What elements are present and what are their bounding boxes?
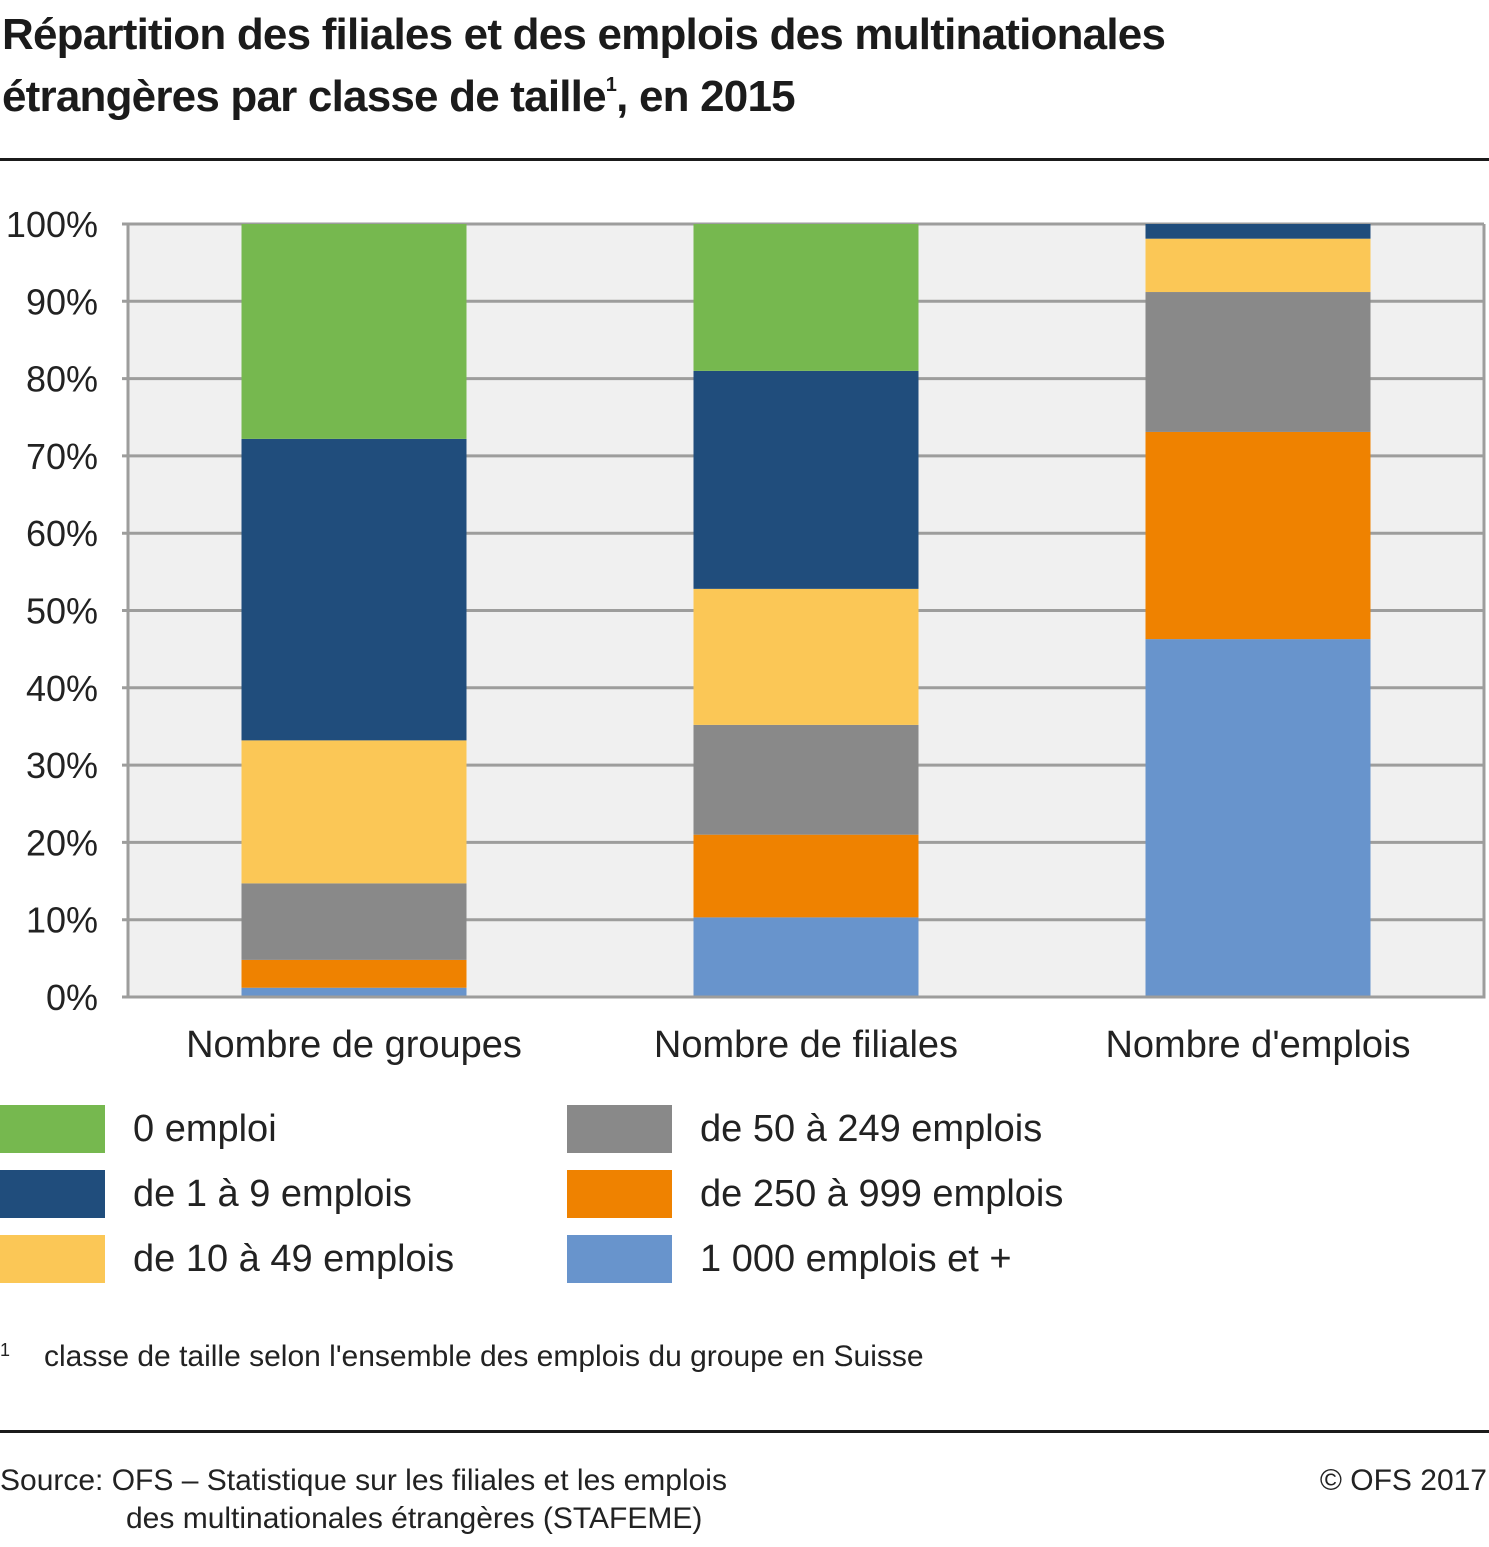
stacked-bar-chart: 0% 10% 20% 30% 40% 50% 60% 70% 80% 90% 100% Nombre… — [6, 204, 1486, 1066]
bar-segment — [1145, 292, 1371, 432]
legend-item: de 10 à 49 emplois — [0, 1235, 454, 1283]
legend-swatch — [567, 1235, 672, 1283]
axes — [122, 224, 1486, 999]
bar-segment — [241, 883, 467, 960]
bar-segment — [1145, 224, 1371, 239]
source-line-1: Source: OFS – Statistique sur les filial… — [0, 1464, 727, 1497]
y-tick-label: 100% — [6, 204, 98, 245]
bar-segment — [693, 917, 919, 997]
bar-segment — [241, 987, 467, 997]
bars — [241, 224, 1371, 997]
bar-segment — [241, 438, 467, 741]
footnote-text: classe de taille selon l'ensemble des em… — [44, 1340, 924, 1373]
bar-segment — [693, 834, 919, 918]
bar-stack — [1145, 224, 1371, 997]
legend-label: de 10 à 49 emplois — [133, 1237, 455, 1280]
bar-segment — [241, 224, 467, 439]
legend-item: de 1 à 9 emplois — [0, 1170, 412, 1218]
copyright: © OFS 2017 — [1319, 1464, 1487, 1497]
legend: 0 emploi de 1 à 9 emplois de 10 à 49 emplo… — [0, 1105, 1489, 1295]
y-tick-label: 40% — [26, 668, 98, 709]
legend-swatch — [0, 1105, 105, 1153]
source-note: Source: OFS – Statistique sur les filial… — [0, 1462, 727, 1538]
legend-label: de 50 à 249 emplois — [700, 1107, 1043, 1150]
x-tick-label: Nombre de groupes — [186, 1024, 522, 1066]
legend-swatch — [567, 1170, 672, 1218]
y-tick-label: 70% — [26, 436, 98, 477]
y-axis-ticks: 0% 10% 20% 30% 40% 50% 60% 70% 80% 90% 100% — [6, 204, 98, 1018]
x-axis-labels: Nombre de groupes Nombre de filiales Nombr… — [186, 1024, 1410, 1066]
bar-segment — [693, 724, 919, 835]
title-divider — [0, 158, 1489, 161]
title-footnote-mark: 1 — [605, 74, 617, 96]
footer-divider — [0, 1430, 1489, 1433]
source-line-2: des multinationales étrangères (STAFEME) — [126, 1502, 703, 1535]
legend-label: de 1 à 9 emplois — [133, 1172, 412, 1215]
y-tick-label: 90% — [26, 281, 98, 322]
x-tick-label: Nombre de filiales — [654, 1024, 958, 1066]
bar-segment — [1145, 238, 1371, 293]
legend-label: de 250 à 999 emplois — [700, 1172, 1064, 1215]
y-tick-label: 50% — [26, 591, 98, 632]
footnote: 1 classe de taille selon l'ensemble des … — [0, 1340, 924, 1374]
bar-segment — [693, 224, 919, 371]
title-line-2-suffix: , en 2015 — [616, 72, 796, 121]
bar-segment — [693, 370, 919, 589]
y-tick-label: 0% — [46, 977, 98, 1018]
y-tick-label: 60% — [26, 513, 98, 554]
bar-segment — [241, 740, 467, 884]
x-tick-label: Nombre d'emplois — [1105, 1024, 1410, 1066]
y-tick-label: 20% — [26, 822, 98, 863]
legend-swatch — [0, 1235, 105, 1283]
title-line-2-prefix: étrangères par classe de taille — [2, 72, 607, 121]
footnote-mark: 1 — [0, 1340, 11, 1360]
y-tick-label: 30% — [26, 745, 98, 786]
bar-segment — [241, 959, 467, 988]
bar-segment — [1145, 639, 1371, 997]
bar-stack — [241, 224, 467, 997]
y-tick-label: 10% — [26, 900, 98, 941]
legend-item: 1 000 emplois et + — [567, 1235, 1012, 1283]
legend-label: 1 000 emplois et + — [700, 1237, 1012, 1280]
legend-item: de 250 à 999 emplois — [567, 1170, 1063, 1218]
bar-segment — [693, 588, 919, 725]
legend-swatch — [0, 1170, 105, 1218]
title-line-1: Répartition des filiales et des emplois … — [2, 10, 1166, 59]
chart-title: Répartition des filiales et des emplois … — [2, 4, 1489, 128]
bar-segment — [1145, 431, 1371, 640]
legend-item: de 50 à 249 emplois — [567, 1105, 1042, 1153]
legend-item: 0 emploi — [0, 1105, 277, 1153]
bar-stack — [693, 224, 919, 997]
y-tick-label: 80% — [26, 359, 98, 400]
legend-label: 0 emploi — [133, 1107, 277, 1150]
legend-swatch — [567, 1105, 672, 1153]
